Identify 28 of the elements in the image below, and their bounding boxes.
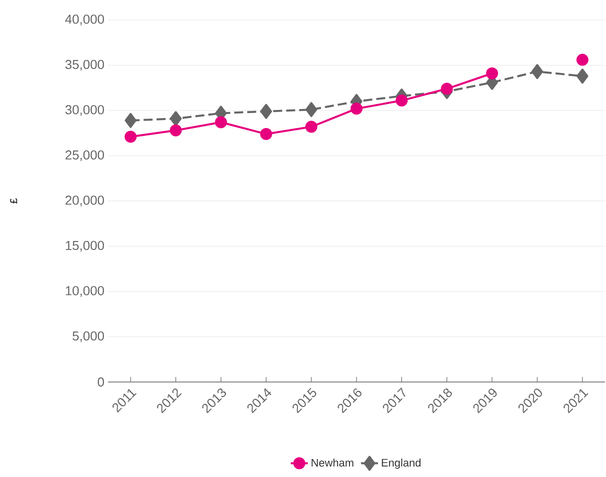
y-tick-label: 15,000	[66, 240, 104, 252]
y-tick-label: 35,000	[65, 60, 104, 71]
y-tick-label: 10,000	[66, 286, 104, 297]
legend-label: Newham	[312, 458, 354, 467]
legend-label: England	[382, 458, 421, 469]
point	[124, 130, 137, 143]
point	[576, 54, 588, 66]
point	[396, 94, 408, 107]
point	[305, 102, 318, 118]
point	[260, 104, 272, 119]
y-axis-title: £	[10, 198, 18, 204]
y-tick-label: 30,000	[65, 105, 104, 116]
point	[260, 128, 272, 140]
point	[350, 102, 363, 115]
y-tick-label: 0	[98, 377, 104, 387]
y-tick-label: 5,000	[72, 331, 104, 342]
y-tick-label: 25,000	[66, 150, 104, 162]
y-tick-label: 20,000	[66, 196, 104, 206]
point	[440, 82, 453, 95]
point	[531, 64, 544, 80]
point	[576, 68, 588, 84]
point	[305, 120, 318, 133]
point	[170, 111, 182, 126]
point	[486, 67, 498, 80]
point	[214, 116, 227, 128]
point	[170, 124, 182, 136]
y-tick-label: 40,000	[65, 14, 104, 26]
point	[124, 112, 136, 128]
